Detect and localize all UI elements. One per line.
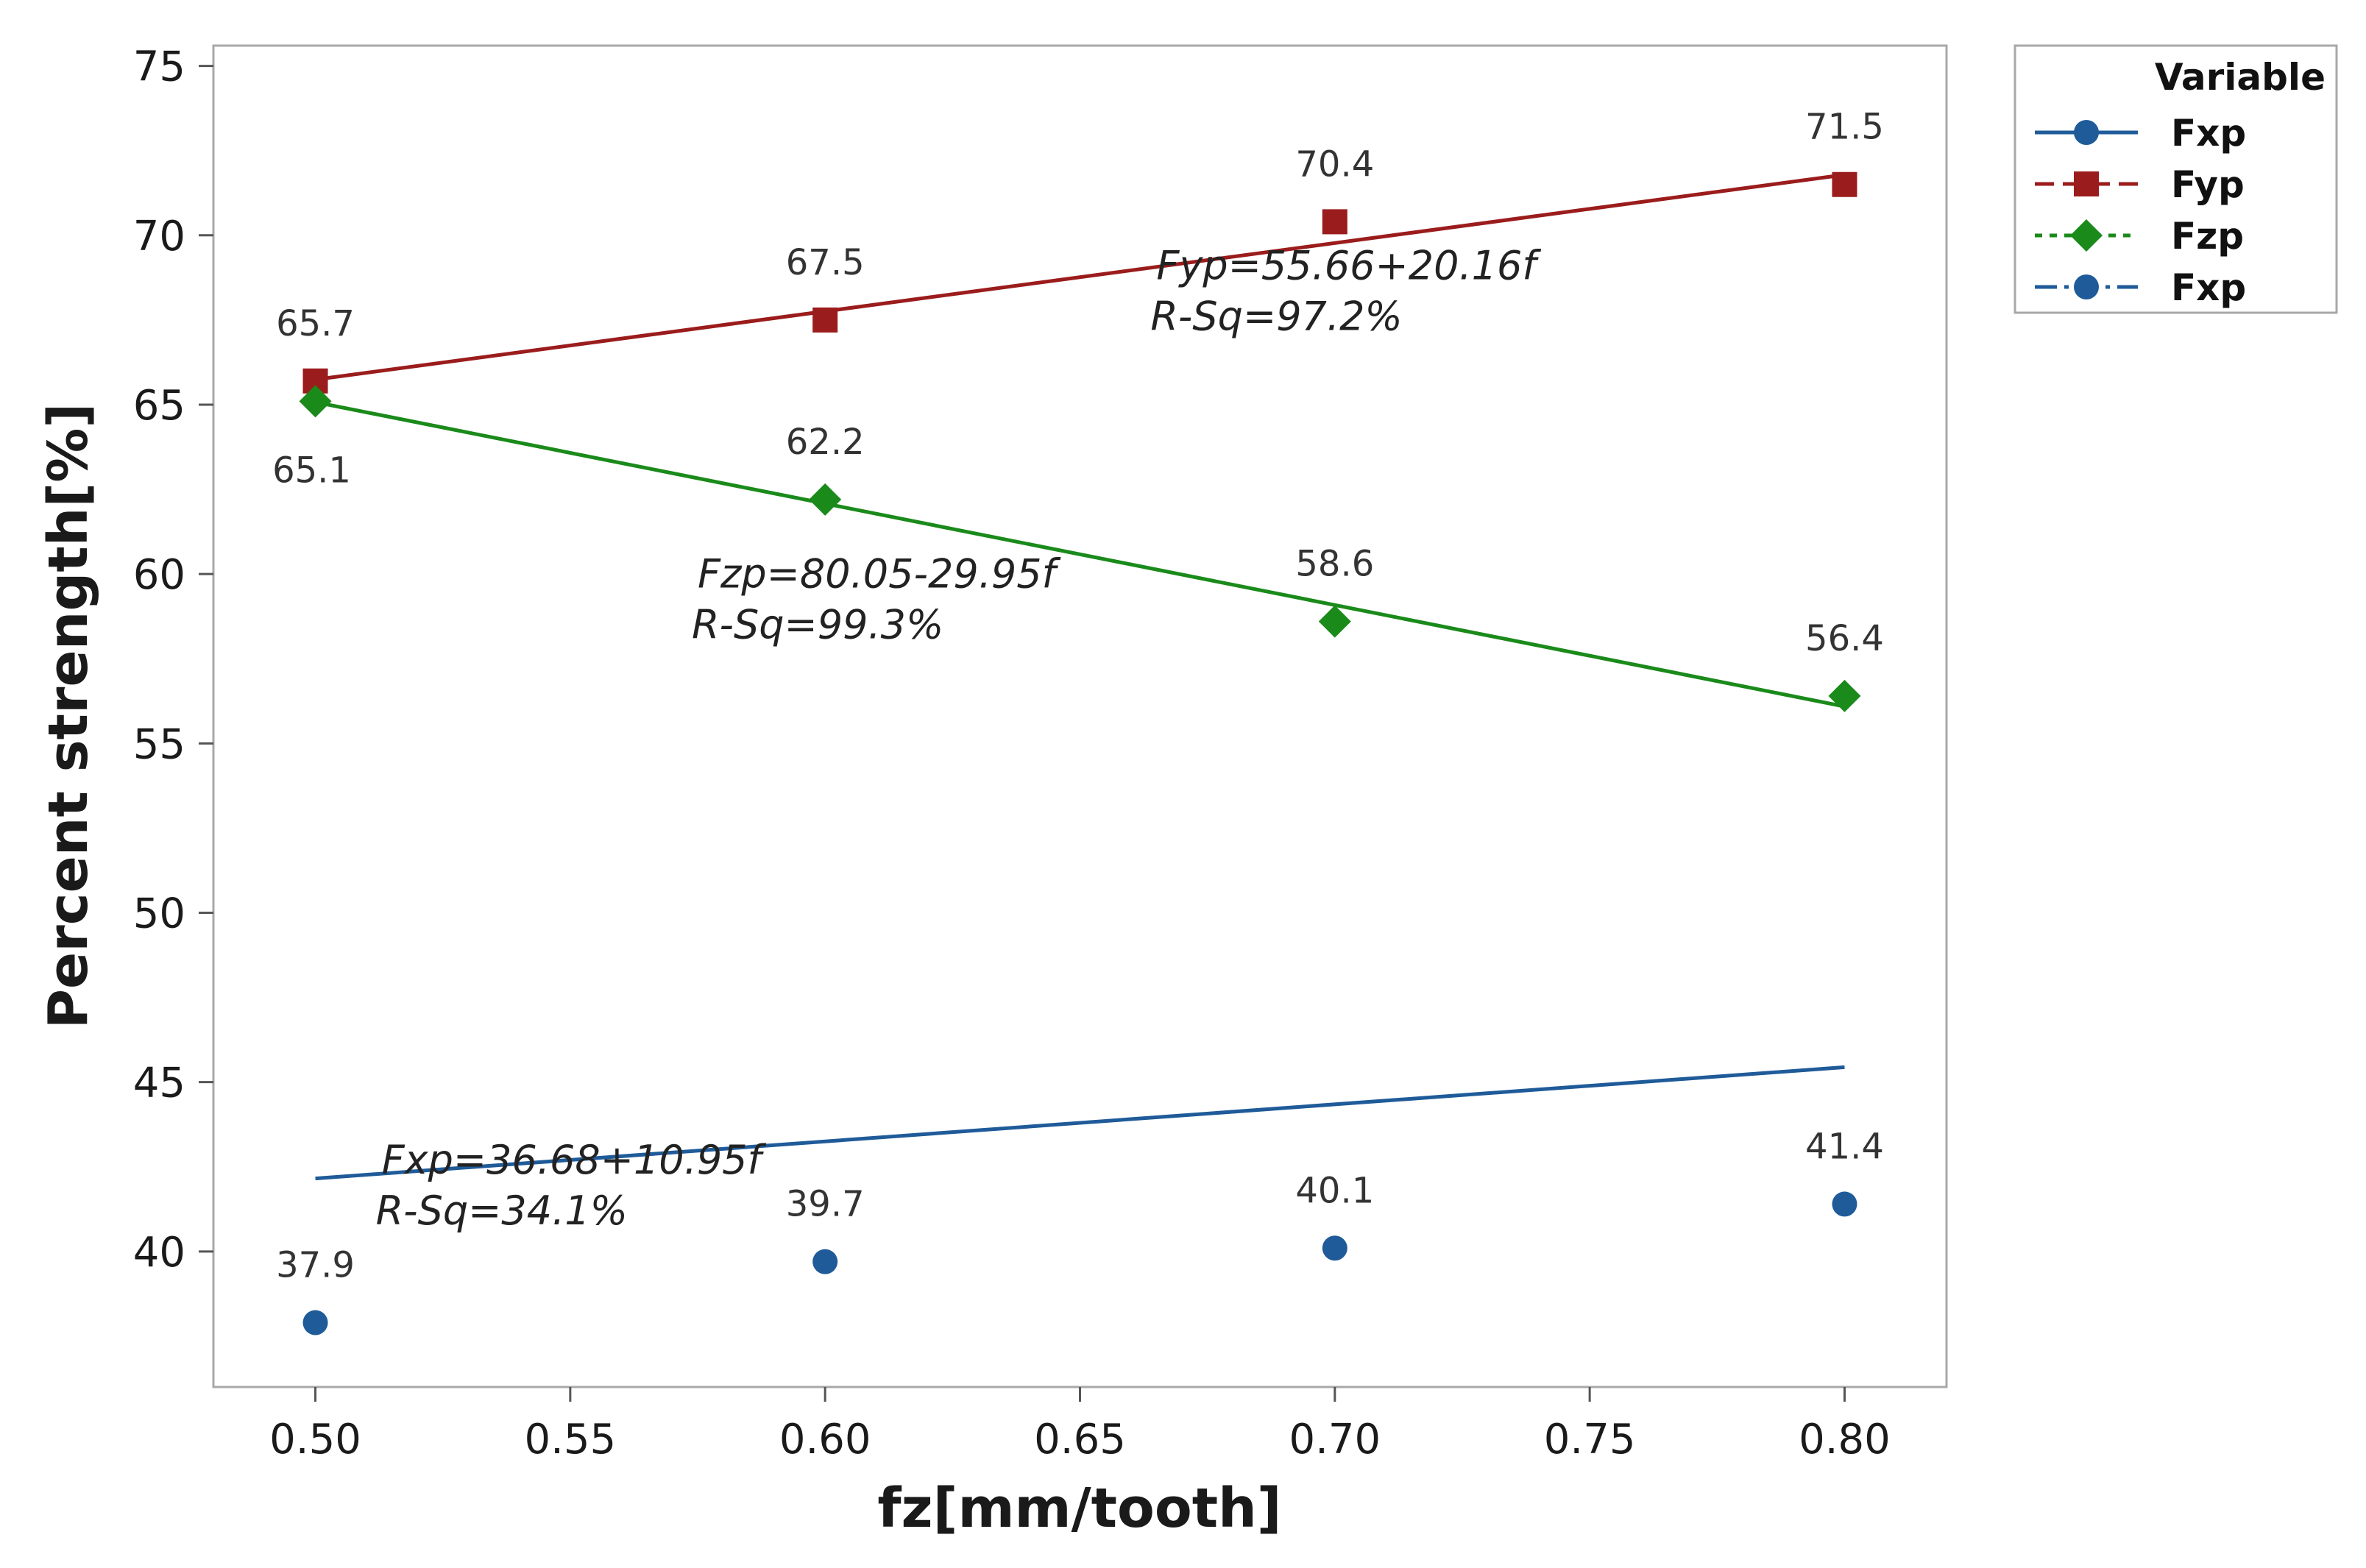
series-fxp-point bbox=[812, 1249, 838, 1274]
series-fxp-r-squared: R-Sq=34.1% bbox=[376, 1188, 628, 1234]
y-tick-label: 60 bbox=[133, 551, 185, 599]
y-tick-label: 40 bbox=[133, 1229, 185, 1277]
series-fyp-data-label: 70.4 bbox=[1295, 143, 1374, 185]
legend-label-fyp: Fyp bbox=[2171, 163, 2245, 206]
plot-frame bbox=[212, 44, 1948, 1388]
y-tick-label: 65 bbox=[133, 382, 185, 430]
x-tick-label: 0.60 bbox=[779, 1416, 871, 1464]
series-fzp-point bbox=[809, 483, 842, 516]
x-tick-label: 0.50 bbox=[269, 1416, 361, 1464]
series-fzp-data-label: 58.6 bbox=[1295, 544, 1374, 585]
series-fyp-point bbox=[1322, 209, 1347, 235]
series-fxp-data-label: 39.7 bbox=[786, 1184, 865, 1225]
legend: Variable Fxp Fyp Fzp Fxp bbox=[2013, 44, 2338, 314]
series-fyp-data-label: 65.7 bbox=[276, 303, 355, 344]
legend-box bbox=[2013, 44, 2338, 314]
series-fzp-point bbox=[299, 385, 332, 418]
series-fyp-data-label: 71.5 bbox=[1805, 107, 1884, 148]
series-fzp-data-label: 62.2 bbox=[786, 422, 865, 463]
legend-label-fxp: Fxp bbox=[2171, 266, 2246, 309]
annotation-layer: Fxp=36.68+10.95f R-Sq=34.1% Fyp=55.66+20.1… bbox=[376, 243, 1542, 1234]
series-fzp-point bbox=[1828, 679, 1861, 712]
legend-marker-fzp bbox=[2070, 219, 2103, 252]
legend-entries: Fxp Fyp Fzp Fxp bbox=[2035, 112, 2246, 309]
series-fyp-equation: Fyp=55.66+20.16f bbox=[1156, 243, 1541, 289]
labels-layer: 37.9 39.7 40.1 41.4 65.7 67.5 70.4 71.5 65.1 62.2… bbox=[272, 107, 1884, 1286]
x-tick-label: 0.70 bbox=[1289, 1416, 1381, 1464]
series-fxp-data-label: 40.1 bbox=[1295, 1170, 1374, 1211]
y-tick-label: 55 bbox=[133, 720, 185, 768]
y-axis-title: Percent strength[%] bbox=[37, 403, 100, 1029]
y-tick-label: 45 bbox=[133, 1060, 185, 1107]
y-tick-label: 50 bbox=[133, 890, 185, 938]
y-tick-label: 70 bbox=[133, 213, 185, 260]
series-fzp-data-label: 65.1 bbox=[272, 450, 351, 491]
series-fzp-point bbox=[1318, 605, 1351, 638]
axes-layer: 0.50 0.55 0.60 0.65 0.70 0.75 0.80 40 45 50 55 60 65… bbox=[133, 43, 1891, 1464]
legend-label-fxp: Fxp bbox=[2171, 112, 2246, 155]
y-tick-label: 75 bbox=[133, 43, 185, 91]
series-fxp-point bbox=[1322, 1235, 1347, 1261]
series-fzp-data-label: 56.4 bbox=[1805, 618, 1884, 659]
x-tick-label: 0.80 bbox=[1799, 1416, 1891, 1464]
series-fzp-r-squared: R-Sq=99.3% bbox=[692, 602, 943, 648]
legend-marker-fxp bbox=[2074, 120, 2099, 145]
series-fyp-data-label: 67.5 bbox=[786, 242, 865, 283]
series-layer bbox=[299, 171, 1861, 1335]
series-fxp-point bbox=[1832, 1191, 1857, 1217]
series-fxp-data-label: 37.9 bbox=[276, 1245, 355, 1286]
series-fzp-fit-line bbox=[315, 400, 1845, 709]
legend-marker-fxp bbox=[2074, 274, 2099, 299]
x-tick-label: 0.65 bbox=[1034, 1416, 1126, 1464]
series-fzp-equation: Fzp=80.05-29.95f bbox=[698, 551, 1061, 597]
x-tick-label: 0.55 bbox=[525, 1416, 617, 1464]
legend-title: Variable bbox=[2155, 56, 2326, 99]
series-fyp-r-squared: R-Sq=97.2% bbox=[1150, 294, 1402, 340]
legend-marker-fyp bbox=[2074, 171, 2099, 196]
series-fxp-fit-line bbox=[315, 1065, 1845, 1181]
series-fyp-fit-line bbox=[315, 173, 1845, 382]
series-fyp-point bbox=[812, 307, 838, 333]
series-fxp-point bbox=[302, 1310, 328, 1335]
series-fxp-data-label: 41.4 bbox=[1805, 1126, 1884, 1167]
x-axis-title: fz[mm/tooth] bbox=[877, 1477, 1281, 1540]
series-fxp-equation: Fxp=36.68+10.95f bbox=[382, 1137, 767, 1183]
series-fyp-point bbox=[1832, 171, 1857, 197]
legend-label-fzp: Fzp bbox=[2171, 215, 2244, 258]
x-tick-label: 0.75 bbox=[1544, 1416, 1636, 1464]
